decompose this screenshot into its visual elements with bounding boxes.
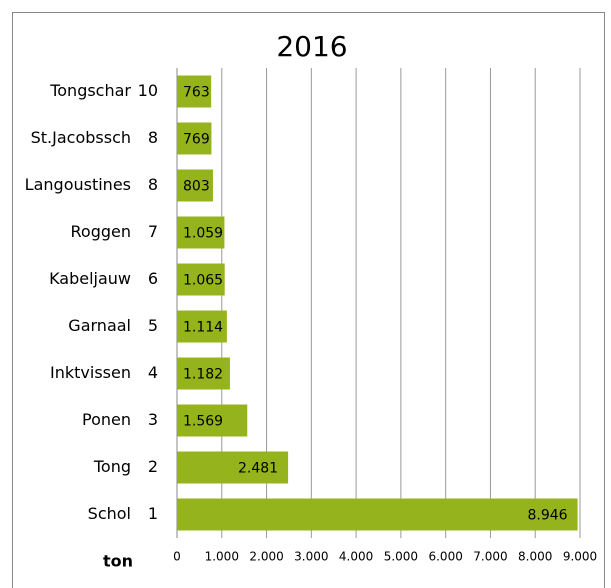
rank-label: 10	[138, 81, 158, 100]
value-label: 763	[183, 85, 210, 101]
y-tick-label: Kabeljauw	[49, 269, 131, 288]
bar	[177, 122, 212, 155]
x-tick-label: 4.000	[339, 550, 373, 564]
x-tick-label: 8.000	[518, 550, 552, 564]
y-tick-label: Schol	[88, 504, 131, 523]
x-axis-label: ton	[103, 552, 133, 571]
y-tick-label: Roggen	[71, 222, 131, 241]
x-tick-label: 3.000	[294, 550, 328, 564]
value-label: 1.059	[183, 226, 223, 242]
rank-label: 7	[148, 222, 158, 241]
x-tick-label: 2.000	[249, 550, 283, 564]
x-tick-label: 0	[173, 550, 181, 564]
bar	[177, 216, 225, 249]
rank-label: 1	[148, 504, 158, 523]
value-label: 1.569	[183, 414, 223, 430]
bar	[177, 451, 289, 484]
x-tick-label: 1.000	[205, 550, 239, 564]
y-tick-label: Langoustines	[25, 175, 131, 194]
chart-frame	[12, 12, 605, 588]
bar	[177, 263, 225, 296]
bar	[177, 404, 248, 437]
bar	[177, 75, 212, 108]
rank-label: 3	[148, 410, 158, 429]
rank-label: 8	[148, 128, 158, 147]
y-tick-label: Tong	[93, 457, 131, 476]
y-tick-label: St.Jacobssch	[31, 128, 131, 147]
rank-label: 5	[148, 316, 158, 335]
x-tick-label: 5.000	[384, 550, 418, 564]
bar	[177, 310, 227, 343]
x-tick-label: 6.000	[428, 550, 462, 564]
bar	[177, 357, 230, 390]
value-label: 1.114	[183, 320, 223, 336]
value-label: 2.481	[238, 461, 278, 477]
value-label: 8.946	[527, 508, 567, 524]
rank-label: 2	[148, 457, 158, 476]
y-tick-label: Tongschar	[49, 81, 131, 100]
y-tick-label: Ponen	[82, 410, 131, 429]
value-label: 1.065	[183, 273, 223, 289]
y-tick-label: Inktvissen	[50, 363, 131, 382]
value-label: 1.182	[183, 367, 223, 383]
value-label: 803	[183, 179, 210, 195]
bar	[177, 498, 578, 531]
rank-label: 4	[148, 363, 158, 382]
bar	[177, 169, 213, 202]
chart-title: 2016	[276, 30, 347, 63]
x-tick-label: 7.000	[473, 550, 507, 564]
rank-label: 8	[148, 175, 158, 194]
x-tick-label: 9.000	[563, 550, 597, 564]
y-tick-label: Garnaal	[68, 316, 131, 335]
value-label: 769	[183, 132, 210, 148]
rank-label: 6	[148, 269, 158, 288]
